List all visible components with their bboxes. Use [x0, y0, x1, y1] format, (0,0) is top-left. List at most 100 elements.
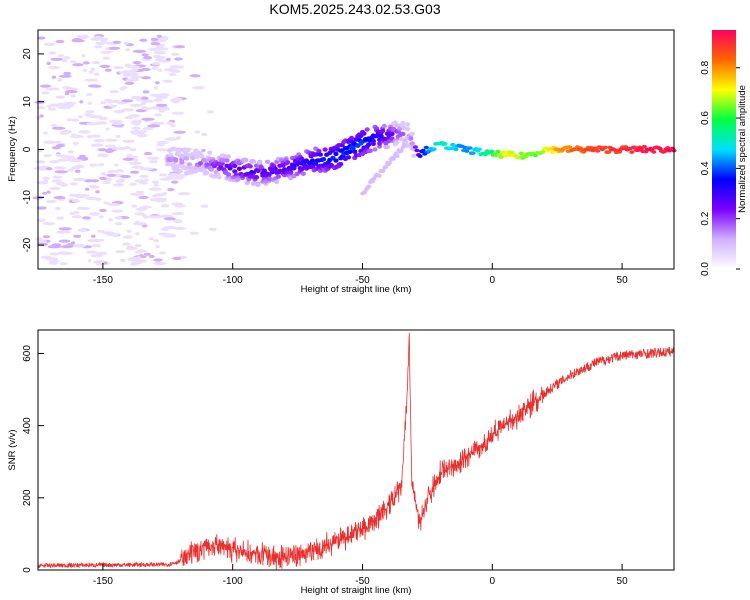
spectrogram-ridge-cell — [629, 150, 635, 154]
spectrogram-noise-cell — [39, 114, 44, 118]
spectrogram-noise-cell — [158, 251, 167, 255]
snr-y-tick-label: 600 — [22, 345, 33, 362]
spectrogram-ridge-cell — [409, 131, 415, 136]
spectrogram-noise-cell — [103, 201, 110, 205]
spectrogram-noise-cell — [163, 217, 176, 221]
spectrogram-noise-cell — [166, 57, 171, 61]
spectrogram-ridge-cell — [257, 159, 263, 164]
spectrogram-noise-cell — [84, 187, 90, 191]
spectrogram-noise-cell — [36, 181, 49, 185]
spectrogram-noise-cell — [35, 106, 47, 110]
spectrogram-noise-cell — [144, 151, 151, 156]
spectrogram-noise-cell — [158, 173, 167, 177]
spectrogram-noise-cell — [90, 234, 96, 238]
spectrogram-noise-cell — [86, 122, 100, 126]
spectrogram-ridge-cell — [300, 171, 306, 176]
spectrogram-noise-cell — [52, 126, 66, 130]
spectrogram-noise-cell — [169, 65, 180, 69]
spectrogram-noise-cell — [84, 113, 92, 117]
spectrogram-noise-cell — [76, 206, 91, 210]
spectrogram-ridge-cell — [408, 136, 414, 141]
spectrogram-noise-cell — [136, 256, 142, 260]
spectrogram-noise-cell — [151, 47, 166, 51]
spectrogram-noise-cell — [51, 243, 62, 247]
spectrogram-noise-cell — [87, 259, 92, 263]
spectrogram-noise-cell — [77, 115, 83, 119]
spectrogram-noise-cell — [177, 192, 191, 196]
spectrogram-x-tick-label: -150 — [93, 275, 113, 286]
spectrogram-noise-cell — [171, 100, 180, 104]
spectrogram-noise-cell — [146, 156, 160, 160]
spectrogram-noise-cell — [90, 134, 101, 138]
spectrogram-noise-cell — [153, 98, 163, 102]
spectrogram-noise-cell — [90, 212, 100, 216]
spectrogram-noise-cell — [79, 100, 84, 104]
spectrogram-branch-cell — [377, 173, 382, 178]
spectrogram-noise-cell — [102, 56, 111, 60]
spectrogram-ridge-cell — [197, 161, 204, 166]
spectrogram-noise-cell — [59, 183, 68, 187]
spectrogram-noise-cell — [166, 121, 174, 125]
spectrogram-ridge-cell — [453, 147, 459, 152]
spectrogram-noise-cell — [92, 60, 101, 65]
spectrogram-noise-cell — [50, 57, 64, 61]
spectrogram-noise-cell — [172, 256, 182, 261]
spectrogram-branch-cell — [381, 168, 386, 173]
spectrogram-noise-cell — [112, 122, 123, 126]
spectrogram-ridge-cell — [168, 152, 174, 158]
spectrogram-noise-cell — [81, 216, 91, 220]
spectrogram-noise-cell — [174, 45, 186, 49]
spectrogram-noise-cell — [115, 250, 126, 254]
spectrogram-noise-cell — [141, 76, 151, 80]
spectrogram-noise-cell — [152, 160, 158, 164]
spectrogram-noise-cell — [92, 143, 104, 147]
spectrogram-noise-cell — [161, 227, 169, 231]
spectrogram-noise-cell — [53, 166, 67, 170]
spectrogram-noise-cell — [104, 68, 112, 72]
spectrogram-noise-cell — [156, 34, 162, 38]
spectrogram-noise-cell — [58, 154, 69, 158]
spectrogram-branch-cell — [383, 164, 389, 169]
spectrogram-noise-cell — [144, 99, 153, 103]
spectrogram-noise-cell — [108, 119, 123, 123]
spectrogram-noise-cell — [201, 148, 206, 153]
spectrogram-noise-cell — [90, 67, 96, 71]
spectrogram-noise-cell — [130, 95, 141, 100]
spectrogram-noise-cell — [59, 262, 68, 266]
spectrogram-ridge-cell — [394, 140, 400, 145]
spectrogram-noise-cell — [171, 180, 179, 184]
spectrogram-noise-cell — [171, 97, 183, 101]
spectrogram-noise-cell — [122, 139, 136, 143]
spectrogram-noise-cell — [153, 183, 159, 187]
spectrogram-noise-cell — [42, 131, 49, 135]
spectrogram-noise-cell — [134, 243, 142, 248]
spectrogram-noise-cell — [171, 212, 185, 216]
spectrogram-ridge-cell — [317, 152, 323, 157]
spectrogram-noise-cell — [88, 70, 94, 74]
spectrogram-noise-cell — [153, 258, 163, 262]
spectrogram-noise-cell — [131, 126, 141, 130]
spectrogram-noise-cell — [137, 249, 147, 253]
spectrogram-noise-cell — [36, 36, 46, 40]
spectrogram-noise-cell — [189, 231, 199, 235]
spectrogram-noise-cell — [46, 167, 53, 171]
spectrogram-ridge-cell — [405, 122, 411, 127]
spectrogram-ridge-cell — [349, 135, 355, 141]
spectrogram-noise-cell — [54, 206, 61, 211]
spectrogram-noise-cell — [98, 176, 107, 180]
spectrogram-noise-cell — [43, 140, 57, 144]
spectrogram-ridge-cell — [411, 153, 417, 158]
spectrogram-ridge-cell — [352, 149, 358, 154]
spectrogram-ridge-cell — [250, 159, 257, 164]
spectrogram-noise-cell — [71, 215, 83, 219]
spectrogram-ridge-cell — [414, 148, 420, 153]
spectrogram-noise-cell — [148, 254, 155, 259]
spectrogram-branch-cell — [401, 142, 407, 147]
spectrogram-ridge-cell — [595, 149, 601, 153]
spectrogram-noise-cell — [90, 254, 104, 258]
spectrogram-noise-cell — [107, 173, 116, 177]
spectrogram-noise-cell — [98, 163, 105, 167]
spectrogram-noise-cell — [131, 204, 138, 208]
spectrogram-noise-cell — [122, 235, 133, 239]
spectrogram-ridge-cell — [431, 147, 437, 151]
